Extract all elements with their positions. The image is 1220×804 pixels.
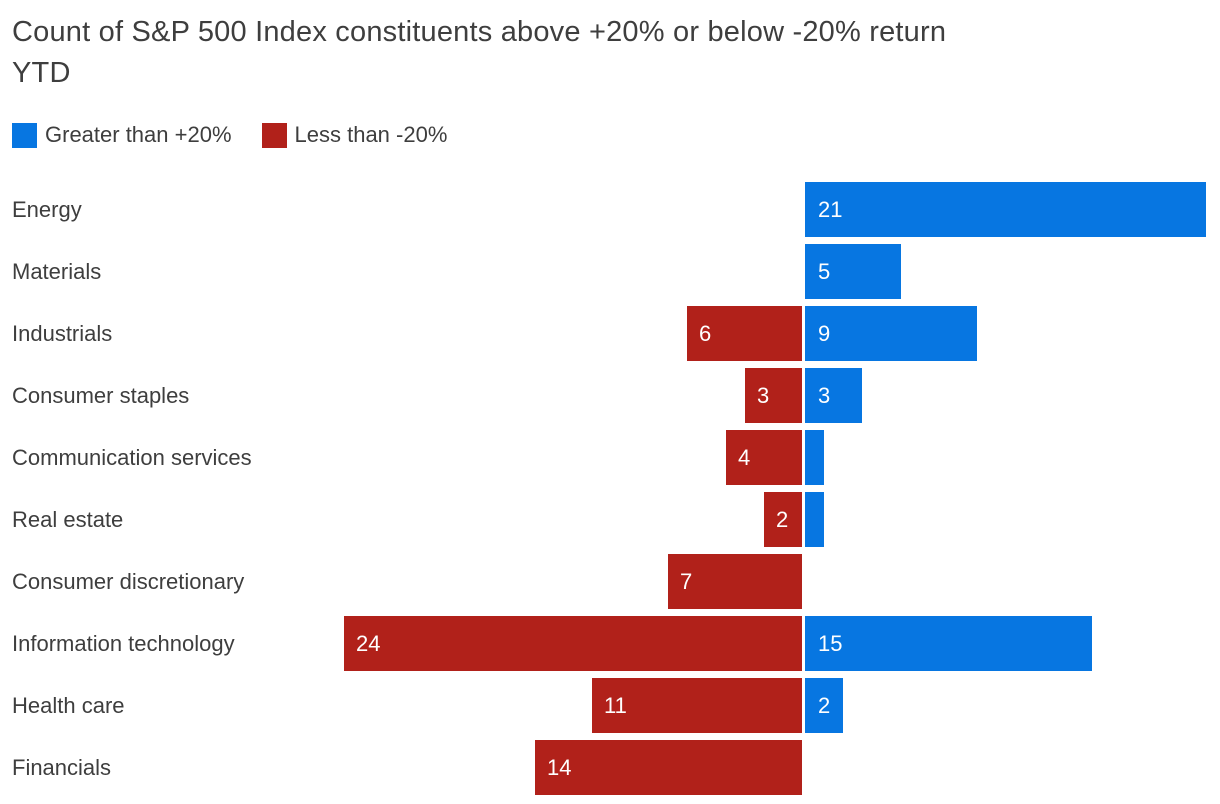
- chart-row: Consumer discretionary 7: [0, 554, 1220, 609]
- chart-row: Real estate 2: [0, 492, 1220, 547]
- chart-row: Energy 21: [0, 182, 1220, 237]
- bar-value-label: 5: [818, 259, 831, 284]
- category-label: Information technology: [12, 631, 235, 656]
- bar-value-label: 9: [818, 321, 831, 346]
- bar-value-label: 4: [738, 445, 751, 470]
- bar-value-label: 11: [604, 693, 627, 718]
- category-label: Real estate: [12, 507, 124, 532]
- legend-label-negative: Less than -20%: [294, 122, 448, 147]
- bar-value-label: 14: [547, 755, 572, 780]
- category-label: Industrials: [12, 321, 113, 346]
- bar-value-label: 21: [818, 197, 843, 222]
- category-label: Consumer staples: [12, 383, 190, 408]
- bar-positive: [805, 492, 824, 547]
- bar-negative: 24: [344, 616, 802, 671]
- chart-row: Health care 11 2: [0, 678, 1220, 733]
- bar-positive: 3: [805, 368, 862, 423]
- category-label: Energy: [12, 197, 82, 222]
- category-label: Communication services: [12, 445, 252, 470]
- chart-row: Industrials 6 9: [0, 306, 1220, 361]
- bar-positive: 2: [805, 678, 843, 733]
- bar-negative: 14: [535, 740, 802, 795]
- bar-value-label: 3: [818, 383, 831, 408]
- category-label: Financials: [12, 755, 112, 780]
- chart-title: Count of S&P 500 Index constituents abov…: [12, 12, 946, 94]
- legend: Greater than +20% Less than -20%: [12, 122, 447, 148]
- chart-row: Communication services 4: [0, 430, 1220, 485]
- category-label: Materials: [12, 259, 102, 284]
- bar-negative: 6: [687, 306, 802, 361]
- bar-value-label: 2: [776, 507, 789, 532]
- bar-negative: 11: [592, 678, 802, 733]
- bar-value-label: 6: [699, 321, 712, 346]
- chart-row: Information technology 24 15: [0, 616, 1220, 671]
- bar-value-label: 2: [818, 693, 831, 718]
- bar-negative: 3: [745, 368, 802, 423]
- legend-item-negative: Less than -20%: [261, 122, 448, 148]
- bar-negative: 7: [668, 554, 802, 609]
- bar-positive: 9: [805, 306, 977, 361]
- category-label: Health care: [12, 693, 125, 718]
- chart-title-line2: YTD: [12, 57, 71, 89]
- bar-positive: 5: [805, 244, 901, 299]
- bar-value-label: 7: [680, 569, 693, 594]
- bar-negative: 2: [764, 492, 802, 547]
- bar-positive: 15: [805, 616, 1092, 671]
- bar-positive: [805, 430, 824, 485]
- chart-title-line1: Count of S&P 500 Index constituents abov…: [12, 16, 947, 48]
- chart-rows: Energy 21 Materials 5 Industrials 6 9 Consumer …: [0, 182, 1220, 802]
- legend-item-positive: Greater than +20%: [12, 122, 232, 148]
- legend-label-positive: Greater than +20%: [45, 122, 232, 147]
- chart-row: Consumer staples 3 3: [0, 368, 1220, 423]
- bar-value-label: 3: [757, 383, 770, 408]
- bar-value-label: 24: [356, 631, 381, 656]
- chart-row: Financials 14: [0, 740, 1220, 795]
- bar-negative: 4: [726, 430, 802, 485]
- bar-positive: 21: [805, 182, 1206, 237]
- legend-swatch-positive: [12, 122, 37, 148]
- bar-value-label: 15: [818, 631, 843, 656]
- chart-row: Materials 5: [0, 244, 1220, 299]
- legend-swatch-negative: [261, 122, 287, 148]
- category-label: Consumer discretionary: [12, 569, 245, 594]
